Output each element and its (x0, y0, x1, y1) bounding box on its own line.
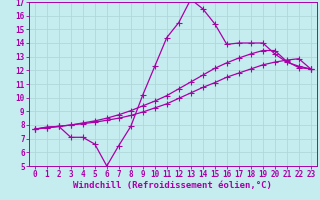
X-axis label: Windchill (Refroidissement éolien,°C): Windchill (Refroidissement éolien,°C) (73, 181, 272, 190)
